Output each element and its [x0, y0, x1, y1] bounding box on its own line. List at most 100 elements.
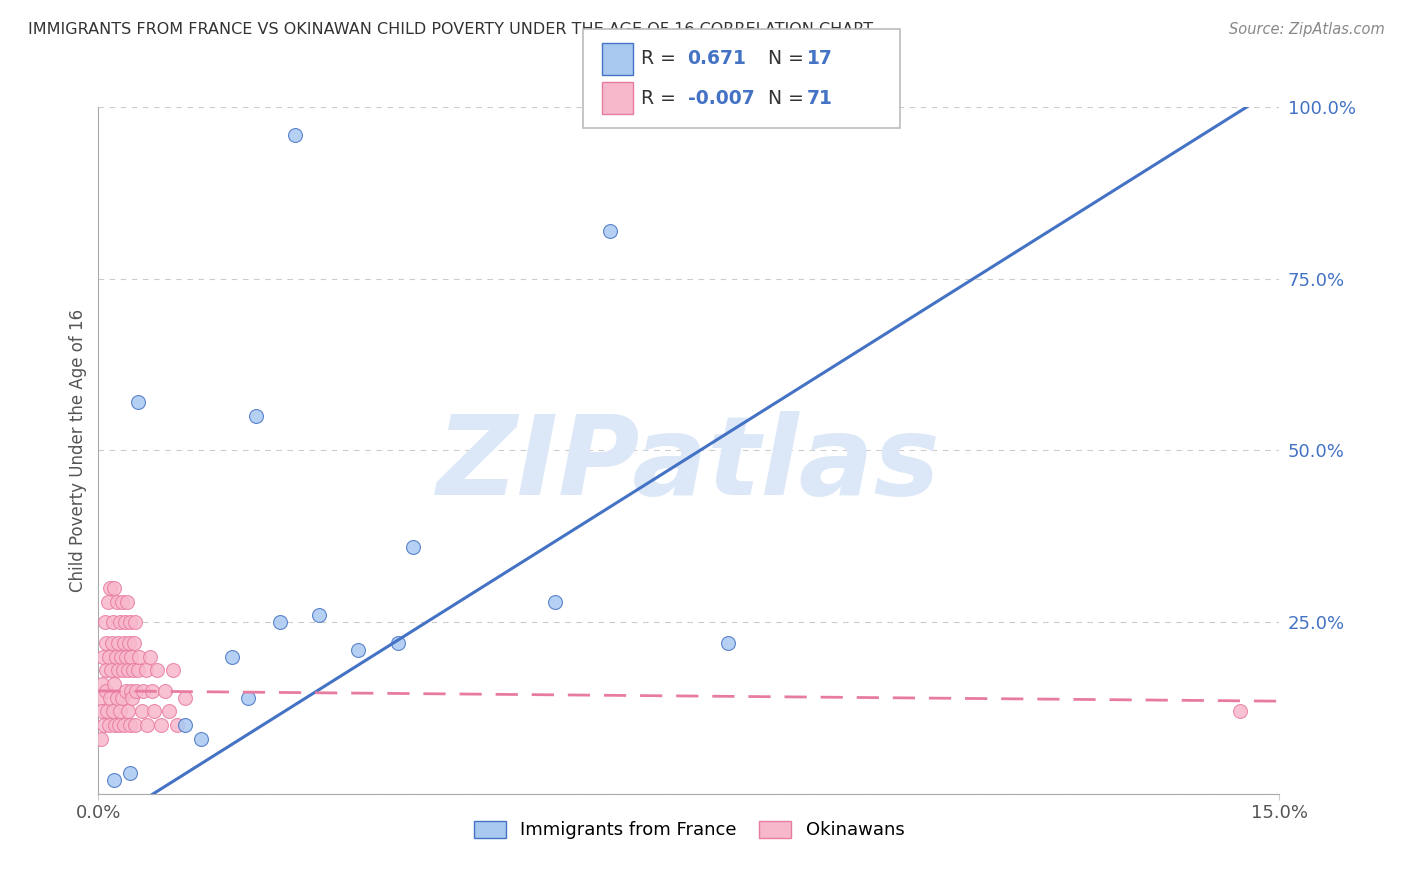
Text: N =: N =	[756, 49, 810, 69]
Point	[236, 690, 259, 705]
Point	[96, 636, 118, 650]
Point	[174, 690, 197, 705]
Point	[107, 636, 129, 650]
Point	[284, 128, 307, 142]
Point	[108, 718, 131, 732]
Point	[131, 705, 153, 719]
Point	[347, 642, 370, 657]
Point	[121, 690, 143, 705]
Point	[96, 663, 118, 677]
Point	[269, 615, 291, 630]
Point	[150, 718, 173, 732]
Point	[127, 395, 149, 409]
Point	[110, 649, 132, 664]
Point	[117, 705, 139, 719]
Text: R =: R =	[641, 49, 682, 69]
Point	[104, 649, 127, 664]
Point	[115, 594, 138, 608]
Point	[157, 705, 180, 719]
Point	[121, 649, 143, 664]
Point	[89, 690, 111, 705]
Point	[124, 718, 146, 732]
Point	[98, 690, 121, 705]
Point	[101, 615, 124, 630]
Point	[142, 705, 165, 719]
Point	[166, 718, 188, 732]
Point	[103, 677, 125, 691]
Point	[125, 683, 148, 698]
Point	[146, 663, 169, 677]
Point	[98, 649, 121, 664]
Point	[717, 636, 740, 650]
Point	[118, 615, 141, 630]
Point	[91, 649, 114, 664]
Point	[132, 683, 155, 698]
Point	[100, 663, 122, 677]
Point	[135, 663, 157, 677]
Point	[136, 718, 159, 732]
Point	[544, 594, 567, 608]
Point	[308, 608, 330, 623]
Point	[122, 663, 145, 677]
Text: N =: N =	[756, 88, 810, 108]
Text: R =: R =	[641, 88, 682, 108]
Text: ZIPatlas: ZIPatlas	[437, 410, 941, 517]
Point	[115, 683, 138, 698]
Point	[90, 731, 112, 746]
Point	[94, 683, 117, 698]
Text: 71: 71	[807, 88, 832, 108]
Point	[114, 615, 136, 630]
Point	[112, 718, 135, 732]
Text: 17: 17	[807, 49, 832, 69]
Point	[387, 636, 409, 650]
Legend: Immigrants from France, Okinawans: Immigrants from France, Okinawans	[467, 814, 911, 847]
Point	[107, 663, 129, 677]
Text: IMMIGRANTS FROM FRANCE VS OKINAWAN CHILD POVERTY UNDER THE AGE OF 16 CORRELATION: IMMIGRANTS FROM FRANCE VS OKINAWAN CHILD…	[28, 22, 873, 37]
Point	[124, 615, 146, 630]
Point	[221, 649, 243, 664]
Point	[90, 677, 112, 691]
Point	[101, 705, 124, 719]
Point	[97, 594, 120, 608]
Point	[141, 683, 163, 698]
Point	[91, 705, 114, 719]
Point	[111, 663, 134, 677]
Point	[1229, 705, 1251, 719]
Point	[120, 683, 142, 698]
Point	[138, 649, 160, 664]
Point	[122, 636, 145, 650]
Point	[155, 683, 177, 698]
Point	[110, 705, 132, 719]
Point	[105, 594, 128, 608]
Point	[118, 718, 141, 732]
Point	[101, 636, 124, 650]
Point	[104, 718, 127, 732]
Point	[105, 690, 128, 705]
Point	[112, 636, 135, 650]
Point	[97, 718, 120, 732]
Point	[599, 224, 621, 238]
Point	[103, 773, 125, 788]
Point	[128, 649, 150, 664]
Text: Source: ZipAtlas.com: Source: ZipAtlas.com	[1229, 22, 1385, 37]
Point	[98, 581, 121, 595]
Point	[93, 718, 115, 732]
Text: -0.007: -0.007	[688, 88, 754, 108]
Point	[127, 663, 149, 677]
Point	[111, 690, 134, 705]
Point	[118, 766, 141, 780]
Point	[93, 615, 115, 630]
Point	[117, 663, 139, 677]
Point	[103, 581, 125, 595]
Point	[245, 409, 267, 424]
Text: 0.671: 0.671	[688, 49, 747, 69]
Point	[111, 594, 134, 608]
Point	[115, 649, 138, 664]
Point	[162, 663, 184, 677]
Point	[118, 636, 141, 650]
Point	[174, 718, 197, 732]
Point	[190, 731, 212, 746]
Point	[402, 540, 425, 554]
Point	[96, 705, 118, 719]
Y-axis label: Child Poverty Under the Age of 16: Child Poverty Under the Age of 16	[69, 309, 87, 592]
